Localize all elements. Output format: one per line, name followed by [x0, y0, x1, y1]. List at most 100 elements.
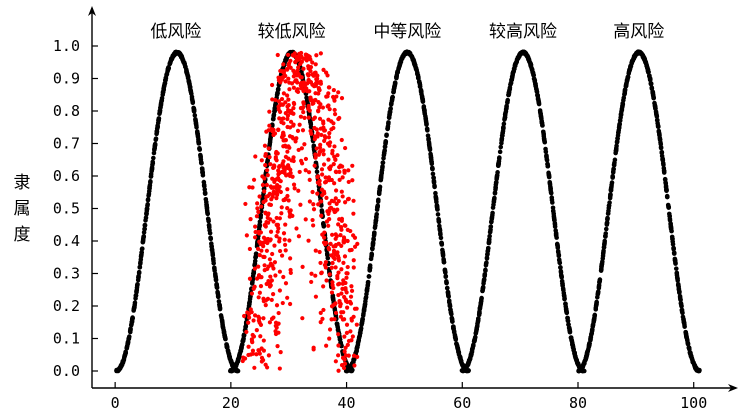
- data-point: [202, 183, 207, 189]
- data-point: [282, 242, 288, 247]
- data-point: [339, 310, 344, 315]
- data-point: [213, 272, 218, 278]
- data-point: [215, 294, 221, 299]
- data-point: [329, 177, 334, 183]
- data-point: [439, 240, 444, 246]
- data-point: [256, 264, 261, 269]
- data-point: [261, 316, 266, 321]
- data-point: [337, 169, 342, 174]
- data-point: [551, 208, 556, 214]
- data-point: [299, 158, 304, 163]
- data-point: [269, 197, 274, 202]
- data-point: [285, 295, 290, 300]
- data-point: [344, 322, 350, 327]
- data-point: [424, 122, 429, 127]
- data-point: [247, 246, 252, 252]
- data-point: [241, 337, 246, 342]
- data-point: [490, 210, 495, 216]
- data-point: [615, 136, 620, 141]
- data-point: [279, 253, 285, 258]
- data-point: [256, 348, 261, 353]
- data-point: [297, 56, 302, 61]
- data-point: [326, 135, 331, 140]
- data-point: [335, 327, 341, 333]
- data-point: [269, 278, 274, 283]
- data-point: [331, 297, 336, 303]
- data-point: [347, 299, 353, 304]
- data-point: [317, 116, 323, 121]
- data-point: [276, 99, 282, 104]
- data-point: [259, 359, 264, 364]
- data-point: [296, 188, 301, 193]
- data-point: [143, 218, 148, 223]
- data-point: [253, 154, 258, 159]
- data-point: [274, 196, 279, 201]
- data-point: [685, 338, 690, 343]
- data-point: [553, 228, 558, 233]
- data-point: [592, 313, 597, 319]
- data-point: [444, 285, 450, 291]
- data-point: [596, 285, 602, 291]
- data-point: [281, 62, 286, 67]
- data-point: [306, 238, 311, 243]
- data-point: [343, 280, 348, 286]
- data-point: [321, 121, 326, 126]
- data-point: [621, 95, 627, 101]
- data-point: [291, 111, 296, 116]
- data-point: [339, 137, 344, 143]
- data-point: [602, 238, 608, 244]
- data-point: [438, 230, 443, 236]
- data-point: [288, 119, 294, 124]
- data-point: [670, 239, 676, 244]
- data-point: [269, 297, 274, 303]
- data-point: [210, 252, 216, 258]
- data-point: [258, 334, 263, 339]
- data-point: [259, 248, 264, 253]
- data-point: [306, 103, 311, 109]
- data-point: [611, 162, 617, 168]
- data-point: [308, 120, 313, 126]
- data-point: [321, 152, 326, 157]
- data-point: [132, 302, 138, 308]
- data-point: [327, 272, 332, 277]
- data-point: [312, 137, 317, 142]
- data-point: [285, 149, 290, 154]
- data-point: [369, 253, 374, 259]
- data-point: [286, 198, 291, 203]
- data-point: [555, 244, 561, 250]
- data-point: [241, 333, 247, 338]
- data-point: [339, 267, 344, 272]
- data-point: [432, 183, 437, 189]
- data-point: [256, 295, 261, 300]
- data-point: [438, 235, 444, 241]
- data-point: [336, 343, 341, 348]
- data-point: [346, 353, 351, 358]
- data-point: [472, 334, 478, 340]
- data-point: [329, 265, 334, 270]
- data-point: [392, 80, 398, 86]
- data-point: [306, 170, 312, 175]
- data-point: [275, 52, 280, 58]
- data-point: [126, 336, 132, 341]
- data-point: [248, 307, 253, 312]
- data-point: [271, 292, 276, 297]
- data-point: [389, 100, 394, 106]
- data-point: [147, 184, 152, 190]
- data-point: [625, 74, 631, 80]
- data-point: [332, 112, 338, 117]
- data-point: [250, 340, 255, 345]
- data-point: [300, 264, 305, 269]
- data-point: [291, 85, 296, 90]
- data-point: [306, 72, 311, 78]
- data-point: [214, 285, 220, 291]
- data-point: [315, 191, 320, 196]
- data-point: [273, 97, 278, 103]
- data-point: [386, 120, 391, 125]
- data-point: [333, 157, 338, 162]
- data-point: [481, 277, 487, 282]
- data-point: [493, 180, 499, 185]
- data-point: [337, 300, 343, 306]
- data-point: [449, 311, 454, 317]
- data-point: [337, 165, 342, 170]
